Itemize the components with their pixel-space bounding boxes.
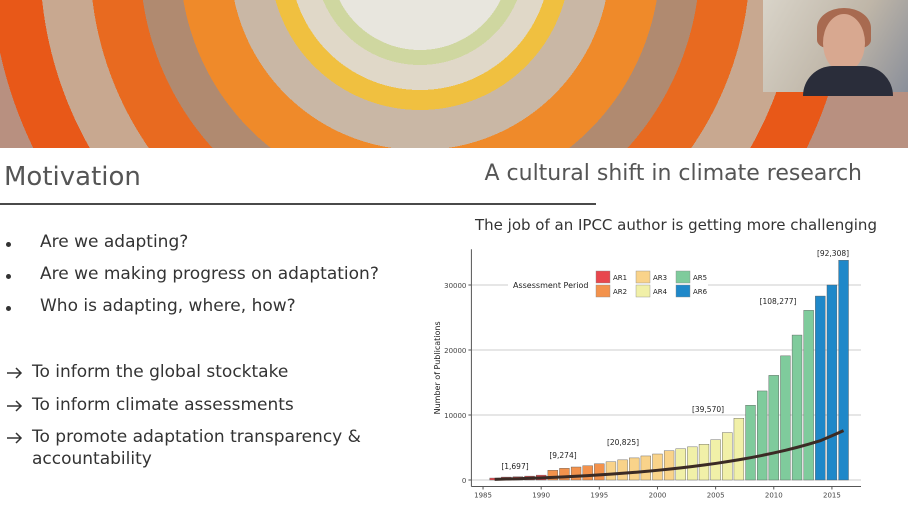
bar [710,439,721,481]
mosaic-banner [0,0,908,148]
bar [803,310,814,481]
goal-item: To inform climate assessments [32,395,294,415]
bar [663,450,675,481]
bar [547,470,558,481]
arrow-icon [7,432,23,444]
bar [582,465,593,481]
legend-swatch [675,270,691,284]
legend-label: AR2 [613,288,627,296]
question-item: Are we making progress on adaptation? [40,264,379,284]
question-item: Are we adapting? [40,232,189,252]
bullet [6,306,11,311]
bar [594,463,605,481]
goal-item: To promote adaptation transparency & acc… [32,427,361,469]
bar [698,444,710,481]
bar [768,375,779,481]
legend-swatch [675,284,691,298]
goal-item: To inform the global stocktake [32,362,289,382]
title-rule [0,203,596,205]
bar [815,295,826,481]
legend-swatch [595,270,611,284]
webcam-view [763,0,908,96]
y-tick-label: 20000 [444,347,466,355]
arrow-icon [7,367,23,379]
legend-label: AR6 [693,288,708,296]
bar [757,390,768,481]
legend-label: AR3 [653,274,667,282]
y-tick-label: 30000 [444,282,466,290]
y-tick-label: 10000 [444,412,466,420]
chart-title: The job of an IPCC author is getting mor… [475,216,877,234]
slide-subtitle: A cultural shift in climate research [484,161,862,186]
chart: 0 10000 20000 30000 1985 1990 1995 2000 2005 2010… [433,249,861,500]
bullet [6,242,11,247]
legend-label: AR5 [693,274,707,282]
legend-swatch [635,284,651,298]
arrow-icon [7,400,23,412]
bar [640,455,651,481]
x-tick-label: 2000 [649,492,667,500]
bar [617,459,628,481]
period-annotation: [9,274] [549,451,576,460]
bar [675,448,686,481]
legend-swatch [595,284,611,298]
period-annotation: [1,697] [501,462,528,471]
trend-line [494,429,845,481]
period-annotation: [108,277] [760,297,797,306]
x-tick-label: 2005 [707,492,725,500]
period-annotation: [39,570] [692,405,724,414]
bar [791,334,803,481]
period-annotation: [20,825] [607,438,639,447]
bar [687,446,698,481]
slide-title: Motivation [4,162,141,192]
bar [838,260,849,481]
bar [733,418,745,481]
x-tick-label: 2010 [765,492,783,500]
bar [722,432,733,481]
bar [605,461,617,481]
bar [629,457,640,481]
bullet [6,274,11,279]
question-item: Who is adapting, where, how? [40,296,296,316]
x-tick-label: 1985 [474,492,492,500]
legend-swatch [635,270,651,284]
bar [780,355,791,481]
x-tick-label: 2015 [823,492,841,500]
x-tick-label: 1995 [590,492,608,500]
legend-label: AR4 [653,288,668,296]
legend-title: Assessment Period [513,281,588,290]
bar [559,468,570,481]
legend-label: AR1 [613,274,627,282]
bar [826,284,838,481]
bar [570,466,582,481]
y-tick-label: 0 [462,477,466,485]
x-tick-label: 1990 [532,492,550,500]
bar [652,453,663,481]
period-annotation: [92,308] [817,249,849,258]
y-axis-label: Number of Publications [433,321,442,414]
bar [745,405,756,481]
